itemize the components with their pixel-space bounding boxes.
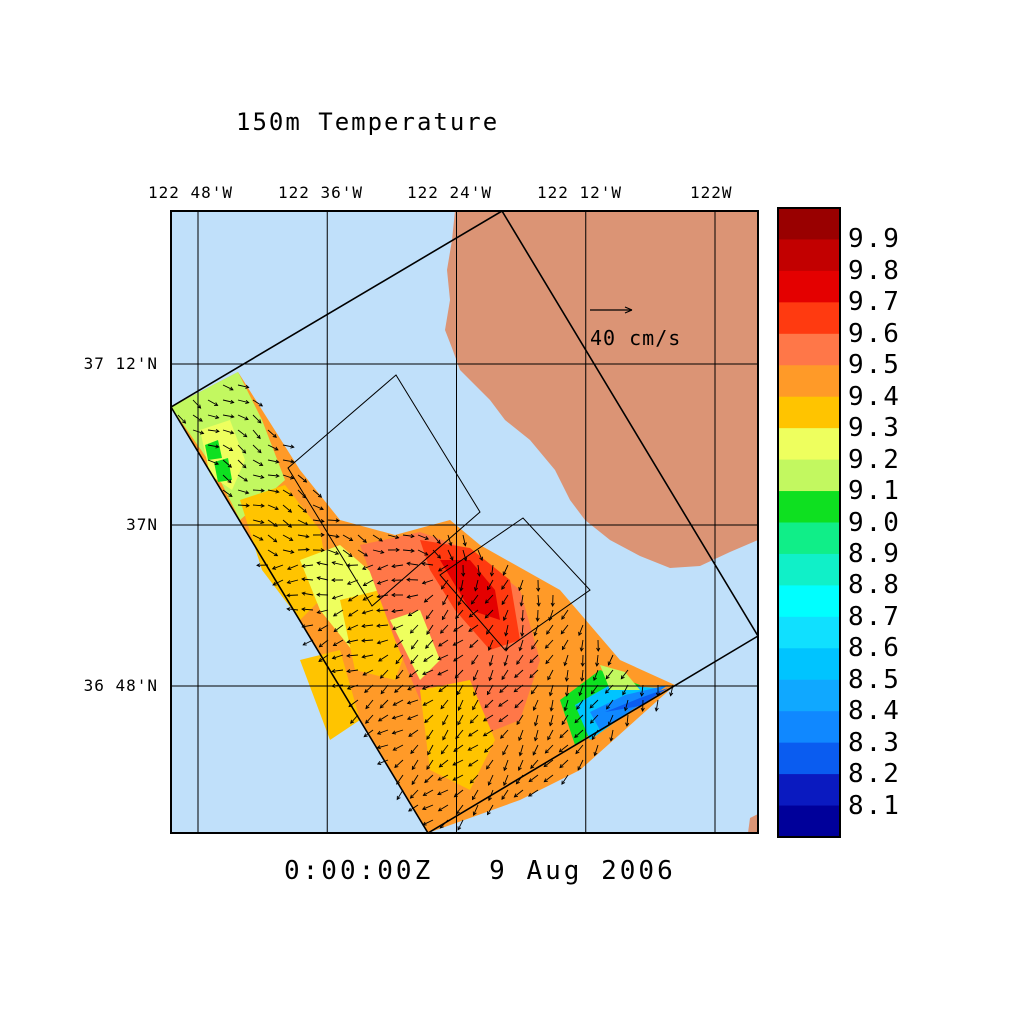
- colorbar-swatch: [778, 648, 840, 680]
- lon-tick-label: 122 12'W: [537, 183, 622, 202]
- lon-tick-label: 122 48'W: [148, 183, 233, 202]
- colorbar-label: 9.9: [848, 226, 901, 252]
- colorbar-swatch: [778, 208, 840, 240]
- colorbar: [778, 208, 840, 838]
- colorbar-label: 9.0: [848, 510, 901, 536]
- current-vector: [538, 610, 539, 621]
- lon-tick-label: 122 36'W: [278, 183, 363, 202]
- colorbar-label: 8.8: [848, 572, 901, 598]
- colorbar-label: 9.2: [848, 447, 901, 473]
- colorbar-label: 8.3: [848, 730, 901, 756]
- current-vector: [522, 610, 523, 621]
- time-stamp: 0:00:00Z 9 Aug 2006: [284, 856, 676, 886]
- lat-tick-label: 37N: [68, 515, 158, 534]
- lat-tick-label: 36 48'N: [68, 676, 158, 695]
- current-vector: [287, 595, 298, 596]
- colorbar-label: 9.4: [848, 384, 901, 410]
- colorbar-label: 8.7: [848, 604, 901, 630]
- current-vector: [298, 550, 309, 551]
- colorbar-label: 9.1: [848, 478, 901, 504]
- lon-tick-label: 122 24'W: [407, 183, 492, 202]
- colorbar-swatch: [778, 806, 840, 838]
- colorbar-label: 8.1: [848, 793, 901, 819]
- current-vector: [347, 565, 358, 566]
- colorbar-swatch: [778, 523, 840, 555]
- lat-tick-label: 37 12'N: [68, 354, 158, 373]
- colorbar-swatch: [778, 397, 840, 429]
- velocity-scale-label: 40 cm/s: [590, 326, 681, 350]
- colorbar-swatch: [778, 617, 840, 649]
- colorbar-label: 8.2: [848, 761, 901, 787]
- colorbar-swatch: [778, 743, 840, 775]
- current-vector: [377, 610, 388, 611]
- colorbar-swatch: [778, 554, 840, 586]
- plot-title: 150m Temperature: [236, 108, 499, 136]
- colorbar-swatch: [778, 585, 840, 617]
- colorbar-swatch: [778, 334, 840, 366]
- colorbar-label: 9.6: [848, 321, 901, 347]
- colorbar-swatch: [778, 460, 840, 492]
- colorbar-label: 9.3: [848, 415, 901, 441]
- colorbar-label: 9.7: [848, 289, 901, 315]
- colorbar-swatch: [778, 239, 840, 271]
- colorbar-label: 9.8: [848, 258, 901, 284]
- colorbar-label: 8.9: [848, 541, 901, 567]
- colorbar-label: 8.4: [848, 698, 901, 724]
- colorbar-swatch: [778, 302, 840, 334]
- colorbar-label: 8.6: [848, 635, 901, 661]
- colorbar-swatch: [778, 365, 840, 397]
- colorbar-label: 8.5: [848, 667, 901, 693]
- colorbar-swatch: [778, 680, 840, 712]
- colorbar-swatch: [778, 428, 840, 460]
- colorbar-swatch: [778, 711, 840, 743]
- colorbar-swatch: [778, 271, 840, 303]
- colorbar-swatch: [778, 774, 840, 806]
- lon-tick-label: 122W: [690, 183, 733, 202]
- colorbar-swatch: [778, 491, 840, 523]
- colorbar-label: 9.5: [848, 352, 901, 378]
